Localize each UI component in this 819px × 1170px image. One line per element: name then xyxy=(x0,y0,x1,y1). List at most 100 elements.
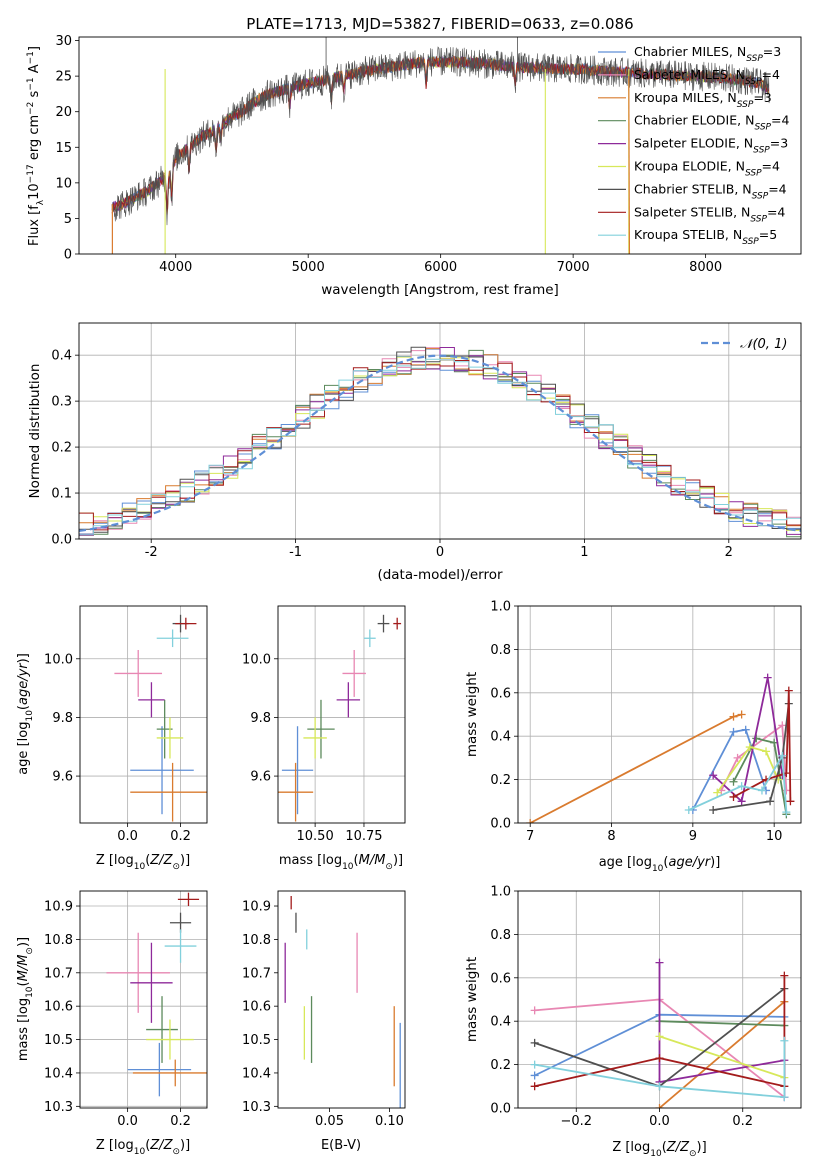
text-part: Salpeter MILES, N xyxy=(634,67,745,82)
series-marker xyxy=(684,805,693,814)
y-tick-label: 0.2 xyxy=(490,773,511,788)
series-marker xyxy=(655,1032,664,1041)
y-tick-label: 9.8 xyxy=(52,711,73,726)
series-line-chabrier-stelib xyxy=(713,703,790,811)
series-marker xyxy=(526,819,535,823)
y-tick-label: 1.0 xyxy=(490,885,511,900)
series-marker xyxy=(737,710,746,719)
y-tick-label: 9.6 xyxy=(52,770,73,785)
errorbar-chabrier-stelib xyxy=(377,614,390,633)
y-axis-label: mass weight xyxy=(464,672,480,757)
series-marker xyxy=(530,1060,539,1069)
text-part: ⊙ xyxy=(385,862,393,872)
series-marker xyxy=(780,1093,789,1102)
axes-mass_vs_EBV: 0.05 0.10 10.3 10.4 10.5 10.6 10.7 10.8 10.9 E(B-… xyxy=(242,890,406,1153)
text-part: )] xyxy=(393,853,403,868)
text-part: ⊙ xyxy=(172,862,180,872)
series-line-chabrier-elodie xyxy=(659,1020,785,1027)
x-tick-label: −0.2 xyxy=(560,1114,592,1129)
errorbar-chabrier-miles xyxy=(281,726,314,815)
text-part: 10 xyxy=(25,986,35,998)
text-part: )] xyxy=(16,937,31,947)
errorbar-kroupa-stelib xyxy=(363,629,376,648)
text-part: 10 xyxy=(342,862,354,872)
text-part: age [log xyxy=(16,722,31,775)
x-tick-label: 10.50 xyxy=(297,829,334,844)
text-part: mass [log xyxy=(16,998,31,1061)
errorbar-kroupa-miles xyxy=(130,762,207,822)
x-axis-label: Z [log10(Z/Z⊙)] xyxy=(96,1138,190,1157)
axes-frame xyxy=(517,890,802,1109)
text-part: A xyxy=(27,64,42,77)
axes-frame xyxy=(79,890,208,1109)
y-tick-label: 0 xyxy=(64,248,72,263)
legend-entry: Salpeter ELODIE, NSSP=3 xyxy=(634,136,788,156)
text-part: =3 xyxy=(763,44,781,59)
errorbar-chabrier-elodie xyxy=(307,699,335,759)
text-part: (0, 1) xyxy=(752,337,787,352)
errorbar-salpeter-elodie xyxy=(138,682,165,718)
series-marker xyxy=(655,958,664,967)
x-tick-label: 5000 xyxy=(292,260,325,275)
y-tick-label: 10.9 xyxy=(242,900,271,915)
x-tick-label: -2 xyxy=(145,545,158,560)
y-tick-label: 10.5 xyxy=(44,1033,73,1048)
text-part: ( xyxy=(663,855,668,870)
text-part: Chabrier ELODIE, N xyxy=(634,113,754,128)
text-part: =4 xyxy=(767,204,785,219)
series-marker xyxy=(778,751,787,760)
y-tick-label: 0.4 xyxy=(490,730,511,745)
y-tick-label: 10.5 xyxy=(242,1033,271,1048)
figure-title: PLATE=1713, MJD=53827, FIBERID=0633, z=0… xyxy=(246,15,633,33)
plot-area xyxy=(114,614,207,822)
text-part: ( xyxy=(145,1138,150,1153)
text-part: )] xyxy=(180,1138,190,1153)
legend-entry: Chabrier MILES, NSSP=3 xyxy=(634,44,781,64)
text-part: Salpeter STELIB, N xyxy=(634,204,750,219)
series-marker xyxy=(780,971,789,980)
plot-area xyxy=(278,614,402,822)
text-part: SSP xyxy=(746,54,763,64)
text-part: mass [log xyxy=(279,853,342,868)
plot-area xyxy=(79,346,801,538)
normal-curve xyxy=(79,354,801,532)
text-part: Z [log xyxy=(612,1140,650,1155)
errorbar-salpeter-miles xyxy=(106,932,170,1013)
y-tick-label: 0.4 xyxy=(490,1015,511,1030)
y-tick-label: 10.4 xyxy=(44,1066,73,1081)
series-marker xyxy=(729,777,738,786)
y-tick-label: 20 xyxy=(55,105,72,120)
text-part: )] xyxy=(16,653,31,663)
y-tick-label: 0.8 xyxy=(490,643,511,658)
errorbar-chabrier-miles xyxy=(127,1042,192,1097)
errorbar-chabrier-elodie xyxy=(146,996,178,1063)
x-tick-label: 0.0 xyxy=(117,1114,138,1129)
series-marker xyxy=(763,673,772,682)
axes-spectrum: 4000 5000 6000 7000 8000 0 5 10 15 20 25 30 Chabrier… xyxy=(26,34,802,298)
text-part: M/M xyxy=(16,955,31,982)
text-part: −1 xyxy=(26,77,36,90)
y-tick-label: 0.0 xyxy=(490,1102,511,1117)
axes-age_vs_mass: 10.50 10.75 9.6 9.8 10.0 mass [log10(M/M⊙)] xyxy=(242,605,406,872)
legend-entry: 𝒩(0, 1) xyxy=(740,337,787,352)
y-tick-label: 0.0 xyxy=(490,817,511,832)
axes-frame xyxy=(277,890,406,1109)
y-tick-label: 25 xyxy=(55,70,72,85)
text-part: =4 xyxy=(768,181,786,196)
series-marker xyxy=(737,782,746,791)
x-tick-label: 4000 xyxy=(159,260,192,275)
text-part: ⊙ xyxy=(689,1149,697,1159)
text-part: Flux [f xyxy=(27,205,42,246)
x-axis-label: (data-model)/error xyxy=(377,567,503,583)
series-marker xyxy=(530,1082,539,1091)
y-axis-label: mass [log10(M/M⊙)] xyxy=(16,937,35,1061)
text-part: 10 xyxy=(134,862,146,872)
text-part: =4 xyxy=(771,113,789,128)
x-axis-label: age [log10(age/yr)] xyxy=(599,855,721,874)
x-axis-label: Z [log10(Z/Z⊙)] xyxy=(612,1140,706,1159)
text-part: ] xyxy=(27,46,42,51)
errorbar-kroupa-miles xyxy=(132,1059,207,1087)
text-part: )] xyxy=(697,1140,707,1155)
y-tick-label: 10.8 xyxy=(44,933,73,948)
